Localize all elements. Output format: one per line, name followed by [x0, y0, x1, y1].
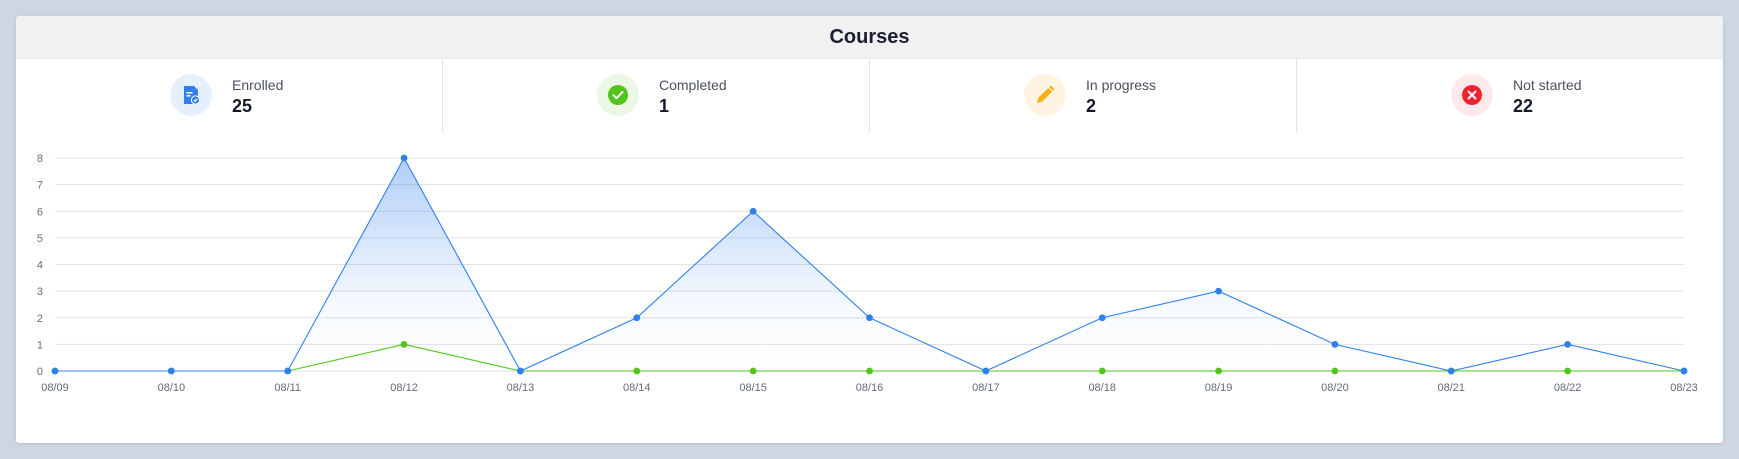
data-point: [982, 367, 990, 375]
x-tick-label: 08/09: [41, 382, 69, 394]
stat-label: Not started: [1513, 77, 1582, 93]
stat-value: 1: [659, 96, 670, 116]
stat-label: Completed: [659, 77, 727, 93]
x-tick-label: 08/23: [1670, 382, 1698, 394]
y-tick-label: 0: [37, 366, 43, 378]
x-tick-label: 08/13: [507, 382, 535, 394]
y-tick-label: 1: [37, 339, 43, 351]
data-point: [400, 340, 408, 348]
x-tick-label: 08/15: [739, 382, 767, 394]
data-point: [400, 154, 408, 162]
y-tick-label: 2: [37, 313, 43, 325]
x-tick-label: 08/17: [972, 382, 1000, 394]
data-point: [1098, 367, 1106, 375]
y-tick-label: 6: [37, 206, 43, 218]
stat-value: 25: [232, 96, 253, 116]
line-chart: 0 1 2 3 4 5 6 7 8 08/09 08/10 08/11 08/12 08/13 08/14 0…: [37, 153, 1698, 394]
data-point: [167, 367, 175, 375]
stat-value: 2: [1086, 96, 1097, 116]
data-point: [1680, 367, 1688, 375]
enrolled-icon: [170, 74, 212, 116]
stat-value: 22: [1513, 96, 1534, 116]
x-tick-label: 08/10: [158, 382, 186, 394]
data-point: [1215, 287, 1222, 295]
data-point: [749, 367, 757, 375]
pencil-icon: [1024, 74, 1066, 116]
data-point: [749, 207, 757, 215]
x-tick-label: 08/16: [856, 382, 884, 394]
data-point: [1564, 340, 1572, 348]
x-tick-label: 08/22: [1554, 382, 1582, 394]
card-header: Courses: [16, 16, 1723, 59]
data-point: [1447, 367, 1455, 375]
check-circle-icon: [597, 74, 639, 116]
y-tick-label: 4: [37, 260, 43, 272]
chart-area: 0 1 2 3 4 5 6 7 8 08/09 08/10 08/11 08/12 08/13 08/14 0…: [16, 132, 1723, 443]
x-tick-label: 08/12: [390, 382, 418, 394]
data-point: [517, 367, 524, 375]
data-point: [866, 367, 873, 375]
x-tick-label: 08/18: [1088, 382, 1116, 394]
stat-completed: Completed 1: [443, 59, 870, 132]
x-tick-label: 08/20: [1321, 382, 1349, 394]
card-title: Courses: [829, 25, 910, 48]
x-tick-label: 08/14: [623, 382, 651, 394]
y-tick-label: 5: [37, 233, 43, 245]
y-tick-label: 8: [37, 153, 43, 165]
data-point: [1215, 367, 1222, 375]
data-point: [633, 367, 641, 375]
stats-row: Enrolled 25 Completed 1 In progress 2: [16, 59, 1723, 132]
data-point: [284, 367, 292, 375]
data-point: [1098, 314, 1106, 322]
data-point: [866, 314, 873, 322]
stat-in-progress: In progress 2: [870, 59, 1297, 132]
data-point: [51, 367, 59, 375]
data-point: [1331, 340, 1339, 348]
stat-enrolled: Enrolled 25: [16, 59, 443, 132]
x-tick-label: 08/19: [1205, 382, 1233, 394]
stat-not-started: Not started 22: [1297, 59, 1723, 132]
stat-label: Enrolled: [232, 77, 284, 93]
stat-label: In progress: [1086, 77, 1157, 93]
courses-card: Courses Enrolled 25: [16, 16, 1723, 443]
y-tick-label: 7: [37, 180, 43, 192]
x-tick-label: 08/21: [1438, 382, 1466, 394]
data-point: [633, 314, 641, 322]
data-point: [1564, 367, 1572, 375]
x-circle-icon: [1451, 74, 1493, 116]
x-tick-label: 08/11: [274, 382, 301, 394]
data-point: [1331, 367, 1339, 375]
y-tick-label: 3: [37, 286, 43, 298]
